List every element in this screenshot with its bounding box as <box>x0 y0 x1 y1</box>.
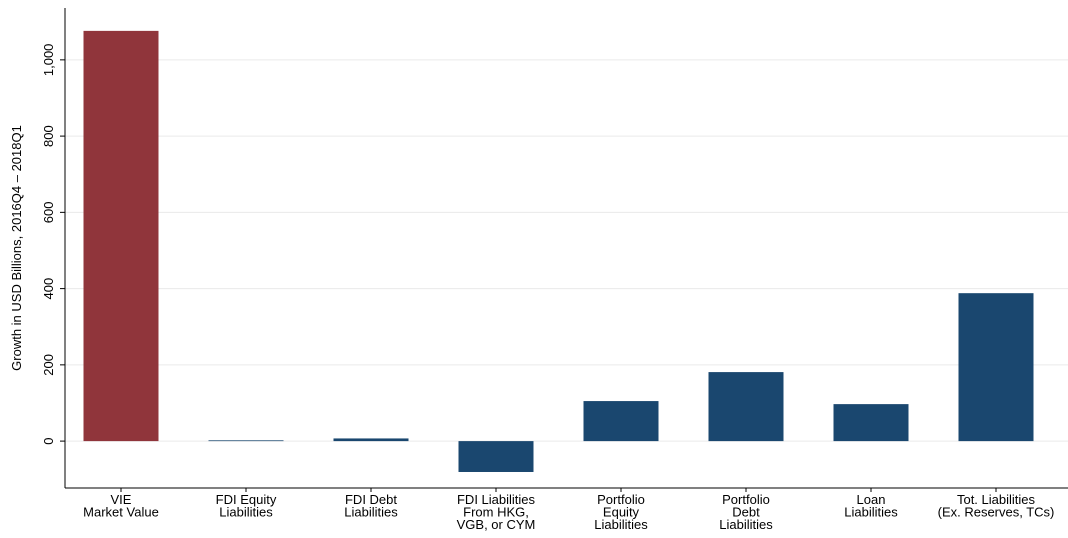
x-tick-label-line: FDI Debt <box>345 492 397 507</box>
x-tick-label-line: FDI Equity <box>216 492 277 507</box>
x-tick-label-line: VIE <box>111 492 132 507</box>
x-tick-label-line: FDI Liabilities <box>457 492 536 507</box>
y-axis-title: Growth in USD Billions, 2016Q4 – 2018Q1 <box>9 125 24 371</box>
y-tick-label: 800 <box>41 125 56 147</box>
x-tick-label: FDI Debt Liabilities <box>344 492 398 520</box>
bar <box>583 401 659 442</box>
x-tick-label-line: (Ex. Reserves, TCs) <box>938 505 1055 520</box>
x-tick-label-line: Liabilities <box>219 505 273 520</box>
x-tick-label-line: Liabilities <box>844 505 898 520</box>
bar <box>458 441 534 472</box>
y-tick-label: 400 <box>41 278 56 300</box>
x-tick-label: Portfolio Debt Liabilities <box>719 492 773 532</box>
x-tick-label: FDI Liabilities From HKG, VGB, or CYM <box>457 492 536 532</box>
x-tick-label-line: Equity <box>603 505 640 520</box>
bar <box>708 372 784 442</box>
bar <box>958 293 1034 442</box>
y-tick-label: 200 <box>41 354 56 376</box>
bar <box>833 404 909 442</box>
x-tick-label-line: Loan <box>857 492 886 507</box>
x-tick-label-line: Market Value <box>83 505 159 520</box>
bar <box>83 30 159 442</box>
x-tick-label-line: Liabilities <box>344 505 398 520</box>
x-tick-label: VIE Market Value <box>83 492 159 520</box>
bar <box>208 440 284 442</box>
x-tick-label-line: Tot. Liabilities <box>957 492 1036 507</box>
x-tick-label: Portfolio Equity Liabilities <box>594 492 648 532</box>
y-tick-label: 1,000 <box>41 44 56 77</box>
x-tick-label: Tot. Liabilities (Ex. Reserves, TCs) <box>938 492 1055 520</box>
x-tick-label-line: Liabilities <box>719 517 773 532</box>
x-tick-label-line: Debt <box>732 505 760 520</box>
x-tick-label-line: Liabilities <box>594 517 648 532</box>
x-tick-label-line: From HKG, <box>463 505 529 520</box>
x-tick-label: Loan Liabilities <box>844 492 898 520</box>
x-tick-label-line: Portfolio <box>722 492 770 507</box>
x-tick-label-line: Portfolio <box>597 492 645 507</box>
x-tick-label-line: VGB, or CYM <box>457 517 536 532</box>
y-tick-label: 600 <box>41 202 56 224</box>
bar <box>333 438 409 442</box>
x-tick-label: FDI Equity Liabilities <box>216 492 277 520</box>
y-tick-label: 0 <box>41 437 56 444</box>
